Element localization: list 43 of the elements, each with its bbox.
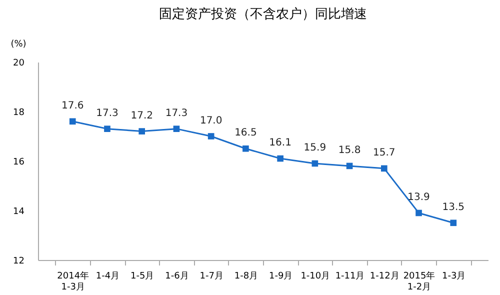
text: 17.6	[61, 100, 84, 112]
x-tick-label: 1-5月	[130, 272, 154, 282]
x-tick-label: 1-9月	[268, 272, 293, 282]
point	[312, 160, 318, 167]
x-tick-label: 1-7月	[200, 272, 224, 282]
text: 15.8	[338, 144, 361, 156]
text: 16.1	[269, 138, 292, 149]
y-tick-label: 20	[13, 58, 25, 68]
point	[208, 133, 214, 140]
point	[104, 126, 110, 132]
text: 15.9	[304, 142, 326, 154]
x-tick-label: 1-6月	[165, 272, 189, 282]
y-tick-label: 18	[13, 108, 25, 118]
point	[416, 210, 422, 216]
text: 13.9	[408, 192, 430, 203]
point	[277, 155, 284, 162]
y-tick-label: 16	[13, 158, 25, 168]
x-tick-label: 1-8月	[234, 272, 258, 282]
point	[242, 145, 249, 152]
point	[450, 220, 457, 226]
x-tick-label: 1-3月	[442, 272, 466, 282]
point	[173, 126, 180, 132]
point	[346, 162, 353, 170]
text: 16.5	[234, 128, 257, 139]
text: 17.3	[165, 108, 188, 119]
text: 17.0	[200, 115, 222, 126]
x-tick-label: 1-10月	[300, 272, 330, 282]
point	[380, 165, 388, 172]
point	[69, 118, 76, 125]
y-tick-label: 14	[13, 207, 25, 217]
chart-title: 固定资产投资（不含农户）同比增速	[159, 7, 367, 22]
x-tick-label: 1-12月	[370, 272, 400, 282]
x-tick-label: 1-11月	[335, 272, 365, 282]
y-tick-label: 12	[13, 256, 24, 266]
x-tick-label: 1-4月	[96, 272, 120, 282]
text: 15.7	[373, 147, 396, 158]
text: 17.3	[96, 108, 118, 119]
point	[138, 128, 146, 134]
y-axis-title: (%)	[10, 40, 26, 50]
text: 17.2	[130, 110, 153, 122]
x-tick-label: 2014年 1-3月	[57, 270, 90, 292]
x-tick-label: 2015年 1-2月	[403, 270, 436, 292]
text: 13.5	[442, 202, 465, 213]
